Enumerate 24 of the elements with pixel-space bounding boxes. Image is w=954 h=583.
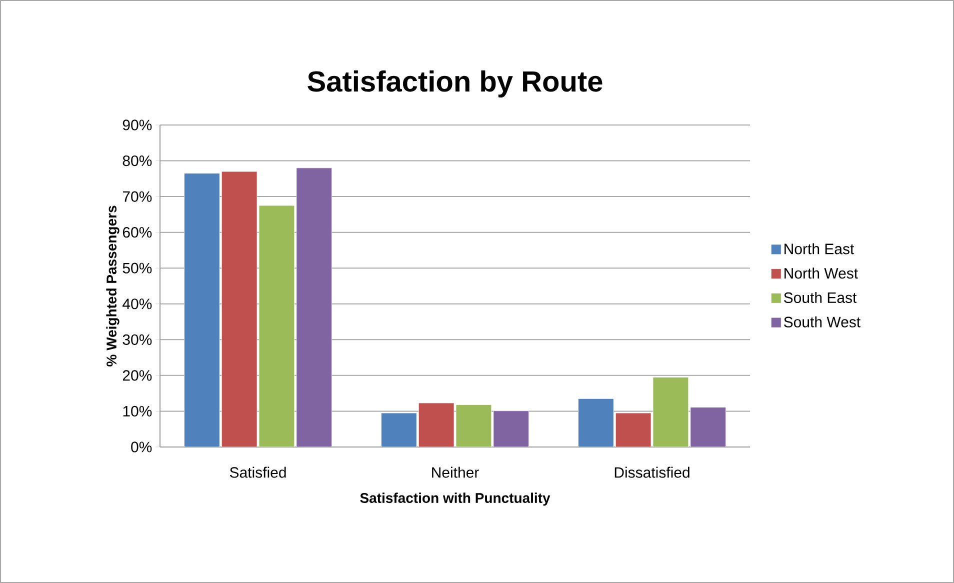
- x-tick-label: Neither: [432, 466, 479, 478]
- y-tick-label: 80%: [122, 155, 152, 166]
- y-axis-title: % Weighted Passengers: [106, 206, 120, 366]
- y-tick-label: 70%: [122, 191, 152, 202]
- bar: [456, 404, 492, 447]
- bar: [652, 377, 689, 447]
- x-tick-label: Dissatisfied: [614, 466, 690, 478]
- bar: [258, 205, 295, 447]
- bar: [296, 168, 332, 447]
- y-tick-label: 60%: [122, 227, 152, 238]
- y-tick-label: 50%: [122, 262, 152, 274]
- legend-label: South East: [784, 292, 857, 303]
- legend-label: North East: [784, 243, 854, 254]
- y-tick-label: 20%: [122, 370, 152, 381]
- x-axis-title: Satisfaction with Punctuality: [360, 492, 550, 506]
- chart-title: Satisfaction by Route: [308, 70, 602, 98]
- y-tick-label: 30%: [122, 334, 152, 345]
- y-tick-label: 0%: [131, 442, 152, 452]
- legend-label: North West: [784, 268, 858, 279]
- y-tick-label: 40%: [122, 298, 152, 310]
- y-tick-label: 10%: [123, 406, 152, 417]
- x-tick-label: Satisfied: [230, 466, 286, 478]
- y-tick-label: 90%: [122, 120, 152, 130]
- legend-label: South West: [784, 316, 860, 328]
